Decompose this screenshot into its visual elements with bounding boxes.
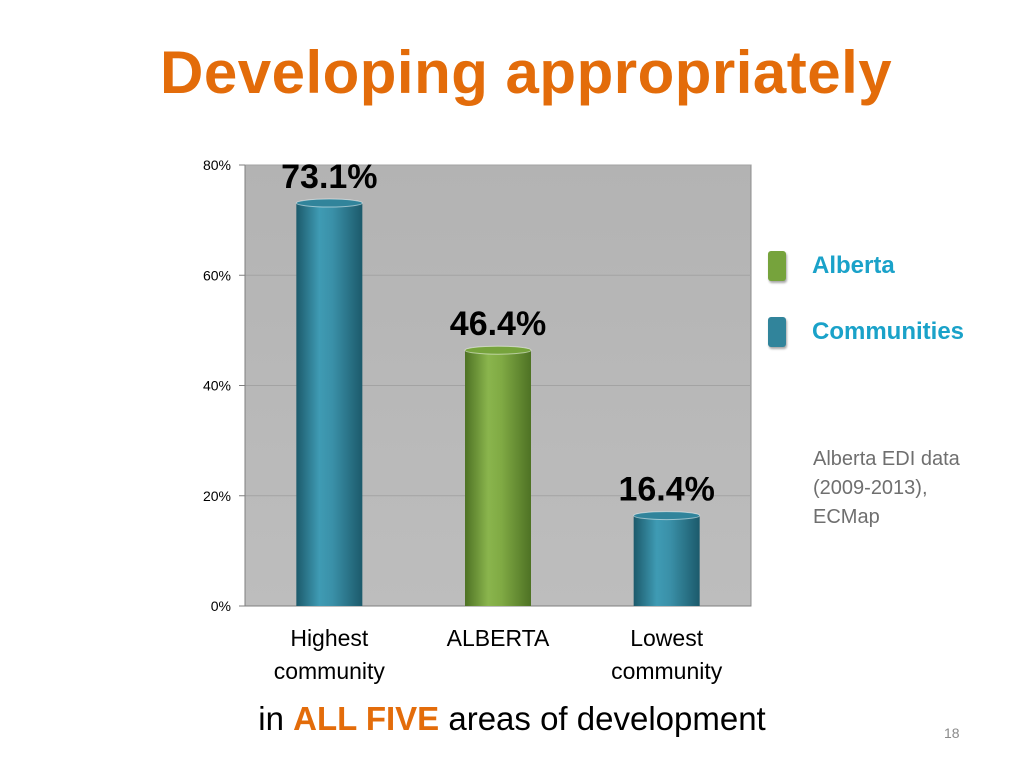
legend-item-alberta: Alberta [768,251,895,281]
bar-communities [296,203,363,606]
bar-cap [295,198,363,208]
x-tick-label-line: Lowest [630,625,703,651]
x-tick-label: Highest community [274,625,386,684]
footer-suffix: areas of development [439,700,766,737]
y-tick-label: 60% [203,267,231,283]
page-number: 18 [944,725,960,741]
bar-alberta [465,350,531,606]
footer-emphasis: ALL FIVE [293,700,440,737]
bar-cap [633,511,701,521]
bar-communities [633,515,700,606]
source-note: Alberta EDI data (2009-2013), ECMap [813,448,960,528]
x-tick-label-line: community [274,658,386,684]
footer-caption: in ALL FIVE areas of development [0,700,1024,738]
x-tick-label: ALBERTA [447,625,550,651]
slide-title: Developing appropriately [160,39,893,106]
x-tick-label-line: ALBERTA [447,625,550,651]
y-tick-label: 0% [211,598,231,614]
legend-swatch-alberta [768,251,786,281]
legend-swatch-communities [768,317,786,347]
legend-item-communities: Communities [768,317,964,347]
footer-prefix: in [258,700,294,737]
data-label: 46.4% [450,305,546,343]
x-tick-label: Lowest community [611,625,723,684]
legend-label-communities: Communities [812,318,965,345]
data-label: 73.1% [281,158,377,196]
x-tick-label-line: Highest [290,625,369,651]
data-label: 16.4% [618,471,714,509]
y-tick-label: 20% [203,488,231,504]
y-tick-label: 80% [203,157,231,173]
x-tick-label-line: community [611,658,723,684]
bar-cap [464,345,532,355]
legend-label-alberta: Alberta [812,252,895,279]
y-tick-label: 40% [203,378,231,394]
